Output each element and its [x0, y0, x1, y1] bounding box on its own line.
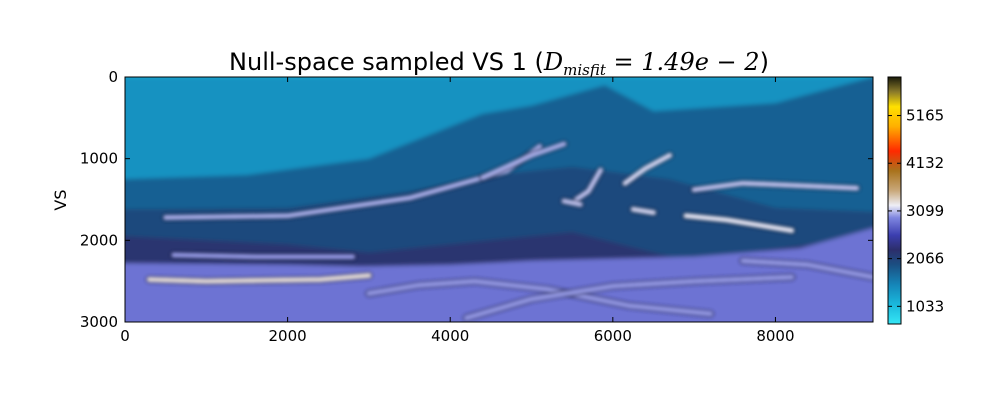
plot-frame — [124, 76, 874, 323]
reflector-band-7 — [631, 207, 656, 215]
title-math-value: = 1.49e − 2 — [606, 48, 760, 76]
x-tick-label: 8000 — [756, 327, 794, 345]
reflector-band-10 — [366, 279, 713, 316]
title-close: ) — [760, 48, 769, 76]
colorbar-tick-label: 1033 — [906, 297, 944, 315]
title-text: Null-space sampled VS 1 ( — [229, 48, 544, 76]
reflector-band-9 — [562, 199, 583, 207]
reflector-band-5 — [623, 153, 672, 186]
colorbar-axis: 1033 2066 3099 4132 5165 — [888, 107, 944, 315]
velocity-layers — [125, 77, 873, 322]
reflector-band-12 — [740, 258, 873, 280]
x-tick-label: 2000 — [269, 327, 307, 345]
y-tick-label: 3000 — [80, 313, 118, 331]
colorbar-tick-label: 3099 — [906, 202, 944, 220]
y-axis: 0 1000 2000 3000 — [80, 68, 873, 331]
reflector-band-3 — [480, 142, 566, 180]
reflector-band-8 — [684, 213, 794, 233]
heatmap-plot-area — [125, 77, 873, 322]
reflector-band-2 — [147, 273, 371, 284]
y-axis-label: VS — [51, 189, 70, 210]
y-tick-label: 2000 — [80, 231, 118, 249]
reflector-band-6 — [692, 181, 859, 192]
chart-title: Null-space sampled VS 1 (Dmisfit = 1.49e… — [229, 48, 769, 79]
y-tick-label: 0 — [108, 68, 118, 86]
reflector-band-4 — [574, 168, 603, 202]
y-tick-label: 1000 — [80, 150, 118, 168]
colorbar-tick-label: 4132 — [906, 154, 944, 172]
reflector-bands — [145, 140, 873, 322]
title-math-subscript: misfit — [563, 61, 607, 79]
reflector-band-1 — [171, 253, 355, 259]
x-axis: 0 2000 4000 6000 8000 — [120, 77, 795, 345]
x-tick-label: 6000 — [594, 327, 632, 345]
title-math-symbol: D — [543, 48, 563, 76]
x-tick-label: 0 — [120, 327, 130, 345]
x-tick-label: 4000 — [431, 327, 469, 345]
colorbar — [887, 76, 902, 325]
reflector-band-11 — [464, 275, 794, 320]
layer-basement — [125, 228, 873, 322]
colorbar-tick-label: 2066 — [906, 250, 944, 268]
colorbar-tick-label: 5165 — [906, 107, 944, 125]
